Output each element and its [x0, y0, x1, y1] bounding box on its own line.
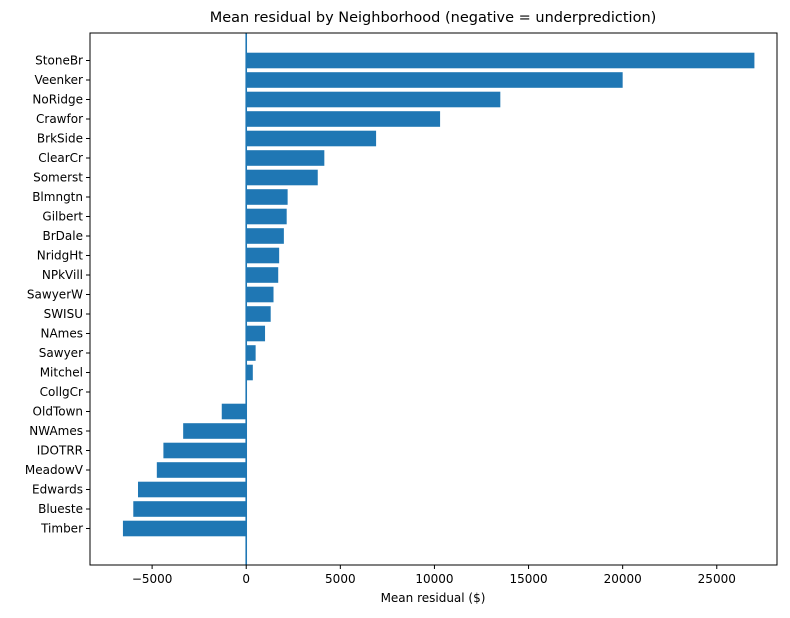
bar-noridge [246, 91, 501, 108]
x-tick-label: 15000 [509, 572, 547, 586]
x-tick-label: 25000 [698, 572, 736, 586]
y-tick-label: StoneBr [35, 54, 83, 68]
y-tick-label: ClearCr [38, 151, 83, 165]
bar-npkvill [246, 267, 279, 283]
bar-brdale [246, 228, 284, 244]
bar-nridght [246, 247, 280, 264]
bar-brkside [246, 130, 377, 147]
y-tick-label: NoRidge [32, 93, 83, 107]
bars-group [122, 52, 755, 537]
y-tick-label: Timber [40, 522, 83, 536]
bar-timber [122, 520, 247, 537]
y-tick-label: Somerst [33, 171, 83, 185]
plot-frame [89, 32, 778, 566]
y-tick-label: Mitchel [40, 366, 83, 380]
y-tick-label: Sawyer [39, 346, 83, 360]
y-tick-label: Blmngtn [32, 190, 83, 204]
y-tick-label: CollgCr [40, 385, 83, 399]
y-tick-label: OldTown [33, 405, 83, 419]
bar-meadowv [156, 462, 247, 478]
bar-blueste [133, 501, 247, 517]
x-tick-label: 5000 [325, 572, 356, 586]
y-tick-label: Veenker [35, 73, 84, 87]
bar-blmngtn [246, 189, 288, 205]
y-tick-label: Crawfor [36, 112, 83, 126]
x-axis-ticks: −5000 0 5000 10000 15000 20000 25000 [132, 565, 736, 586]
bar-sawyer [246, 345, 256, 361]
bar-stonebr [246, 52, 755, 69]
y-axis-ticks: StoneBr Veenker NoRidge Crawfor BrkSide Clear… [25, 54, 90, 536]
y-tick-label: BrkSide [37, 132, 83, 146]
y-tick-label: NPkVill [42, 268, 83, 282]
bar-crawfor [246, 111, 441, 127]
bar-mitchel [246, 364, 253, 381]
bar-gilbert [246, 208, 287, 225]
y-tick-label: NAmes [40, 327, 83, 341]
y-tick-label: MeadowV [25, 463, 84, 477]
x-tick-label: 0 [242, 572, 250, 586]
y-tick-label: NridgHt [37, 249, 84, 263]
y-tick-label: Edwards [32, 483, 83, 497]
bar-clearcr [246, 150, 325, 166]
y-tick-label: IDOTRR [37, 444, 83, 458]
y-tick-label: NWAmes [29, 424, 83, 438]
y-tick-label: BrDale [43, 229, 83, 243]
x-tick-label: −5000 [132, 572, 173, 586]
bar-sawyerw [246, 286, 274, 303]
y-tick-label: SawyerW [27, 288, 83, 302]
bar-idotrr [163, 442, 247, 459]
y-tick-label: SWISU [44, 307, 83, 321]
y-tick-label: Blueste [38, 502, 83, 516]
chart-title: Mean residual by Neighborhood (negative … [210, 10, 657, 26]
bar-edwards [137, 481, 247, 498]
bar-nwames [183, 423, 247, 439]
bar-somerst [246, 169, 318, 186]
bar-swisu [246, 306, 271, 322]
x-axis-label: Mean residual ($) [381, 591, 486, 605]
bar-oldtown [221, 403, 247, 420]
x-tick-label: 20000 [604, 572, 642, 586]
x-tick-label: 10000 [415, 572, 453, 586]
y-tick-label: Gilbert [42, 210, 83, 224]
bar-names [246, 325, 266, 342]
bar-veenker [246, 72, 623, 88]
